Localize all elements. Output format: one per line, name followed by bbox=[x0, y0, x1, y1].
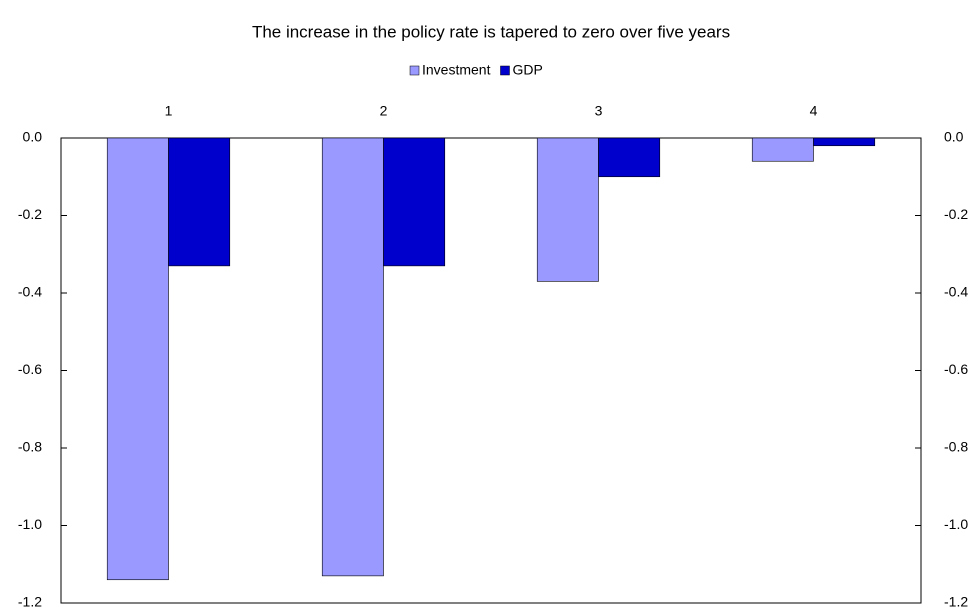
bar bbox=[751, 137, 814, 162]
legend-label: Investment bbox=[422, 62, 491, 78]
legend-swatch bbox=[500, 65, 510, 76]
y-tick-label: -0.2 bbox=[18, 206, 42, 222]
bar bbox=[598, 137, 661, 178]
y-tick-label: -0.8 bbox=[18, 439, 42, 455]
y-tick-label: -0.4 bbox=[18, 284, 42, 300]
bar bbox=[321, 137, 384, 577]
chart-title: The increase in the policy rate is taper… bbox=[252, 22, 730, 41]
x-tick-label: 4 bbox=[810, 103, 818, 119]
x-tick-label: 3 bbox=[595, 103, 603, 119]
y-tick-label: 0.0 bbox=[23, 129, 43, 145]
y-tick-label: -1.2 bbox=[18, 594, 42, 610]
legend-label: GDP bbox=[512, 62, 542, 78]
x-tick-label: 2 bbox=[380, 103, 388, 119]
y-tick-label: -1.0 bbox=[18, 516, 42, 532]
y2-tick-label: 0.0 bbox=[944, 129, 964, 145]
y2-tick-label: -1.2 bbox=[944, 594, 968, 610]
legend-swatch bbox=[409, 65, 420, 76]
x-tick-label: 1 bbox=[165, 103, 173, 119]
y2-tick-label: -0.8 bbox=[944, 439, 968, 455]
y2-tick-label: -1.0 bbox=[944, 516, 968, 532]
bar bbox=[106, 137, 169, 581]
bar bbox=[383, 137, 446, 267]
y2-tick-label: -0.6 bbox=[944, 361, 968, 377]
y2-tick-label: -0.4 bbox=[944, 284, 968, 300]
y2-tick-label: -0.2 bbox=[944, 206, 968, 222]
bar bbox=[813, 137, 876, 147]
y-tick-label: -0.6 bbox=[18, 361, 42, 377]
bar bbox=[536, 137, 599, 282]
bar bbox=[168, 137, 231, 267]
